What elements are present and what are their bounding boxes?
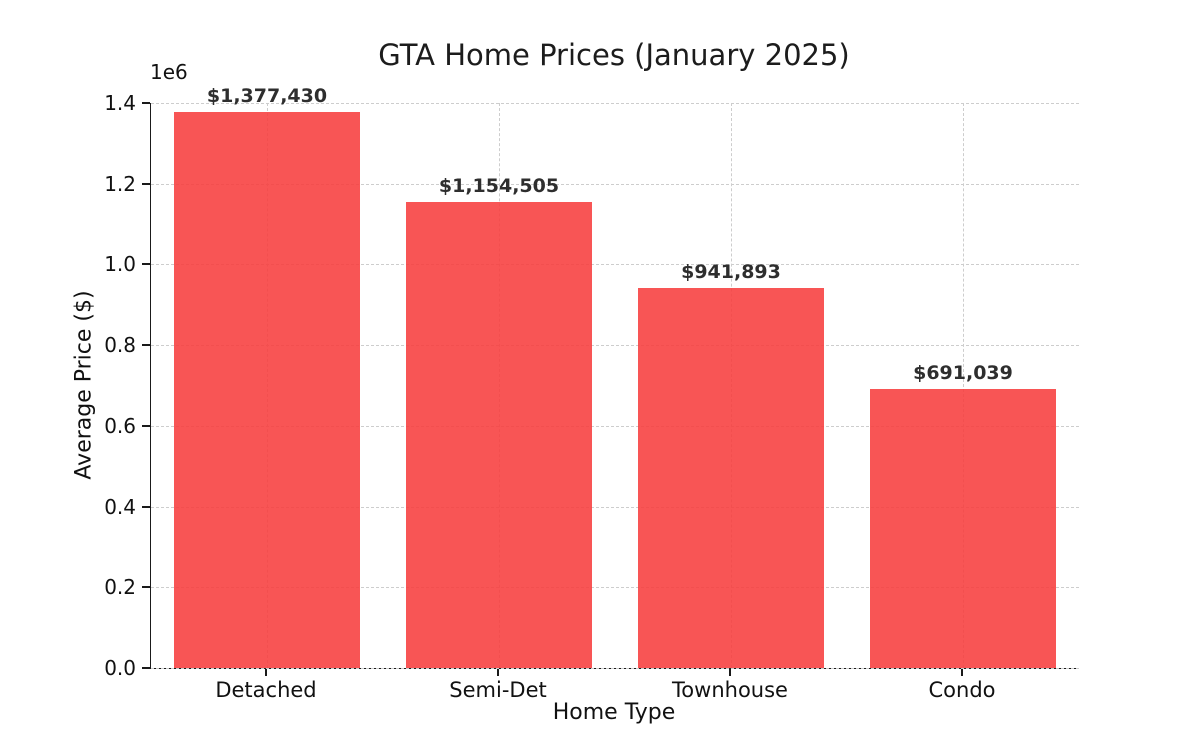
gridline-horizontal	[151, 506, 1079, 508]
bar-value-label: $691,039	[913, 362, 1013, 385]
gridline-horizontal	[151, 668, 1079, 669]
gridline-horizontal	[151, 264, 1079, 266]
y-tick-label: 1.4	[104, 91, 136, 115]
y-tick-mark	[142, 344, 150, 347]
gridline-horizontal	[151, 103, 1079, 104]
bar-detached	[174, 112, 360, 668]
gridline-horizontal	[151, 425, 1079, 427]
chart-title: GTA Home Prices (January 2025)	[378, 38, 850, 72]
x-axis-title: Home Type	[552, 700, 676, 725]
y-axis-title: Average Price ($)	[71, 290, 97, 480]
y-tick-label: 0.8	[104, 333, 136, 358]
y-tick-label: 0.2	[104, 575, 136, 600]
y-tick-mark	[142, 424, 150, 427]
y-tick-mark	[142, 182, 150, 185]
x-tick-mark	[961, 668, 963, 676]
y-tick-label: 0.0	[104, 656, 136, 680]
bar-semi-det	[406, 202, 592, 668]
plot-area: $1,377,430 $1,154,505 $941,893 $691,039	[150, 85, 1079, 669]
y-tick-mark	[142, 505, 150, 508]
y-tick-label: 0.4	[104, 494, 136, 519]
x-tick-label: Semi-Det	[449, 678, 547, 702]
bar-value-label: $1,377,430	[206, 85, 328, 108]
y-axis-offset-label: 1e6	[150, 60, 188, 84]
gridline-vertical	[963, 103, 964, 668]
bar-townhouse	[638, 287, 824, 668]
y-tick-mark	[142, 586, 150, 589]
gridline-horizontal	[151, 183, 1079, 185]
x-tick-label: Condo	[928, 678, 996, 702]
bar-value-label: $1,154,505	[438, 175, 560, 198]
y-tick-mark	[142, 667, 150, 669]
gridline-horizontal	[151, 345, 1079, 347]
y-tick-mark	[142, 102, 150, 104]
x-tick-label: Detached	[215, 678, 317, 702]
x-tick-mark	[729, 668, 731, 676]
gridline-horizontal	[151, 587, 1079, 589]
x-tick-label: Townhouse	[672, 678, 788, 702]
y-tick-label: 1.0	[104, 252, 136, 277]
x-tick-mark	[497, 668, 499, 676]
bar-condo	[870, 389, 1056, 668]
y-tick-label: 0.6	[104, 413, 136, 438]
y-tick-mark	[142, 263, 150, 266]
bar-value-label: $941,893	[681, 260, 781, 283]
y-tick-label: 1.2	[104, 171, 136, 196]
x-tick-mark	[265, 668, 267, 676]
